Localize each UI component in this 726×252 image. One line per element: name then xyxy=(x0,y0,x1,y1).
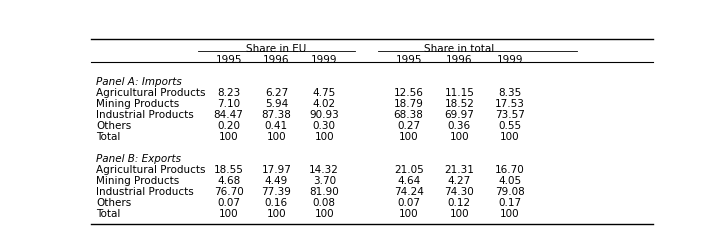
Text: 74.24: 74.24 xyxy=(393,186,423,196)
Text: 77.39: 77.39 xyxy=(261,186,291,196)
Text: 100: 100 xyxy=(266,208,286,218)
Text: 81.90: 81.90 xyxy=(309,186,339,196)
Text: Mining Products: Mining Products xyxy=(97,175,179,185)
Text: 14.32: 14.32 xyxy=(309,164,339,174)
Text: 4.49: 4.49 xyxy=(265,175,288,185)
Text: 8.23: 8.23 xyxy=(217,88,240,98)
Text: 68.38: 68.38 xyxy=(393,110,423,120)
Text: 100: 100 xyxy=(219,132,238,142)
Text: 0.36: 0.36 xyxy=(448,121,471,131)
Text: 17.97: 17.97 xyxy=(261,164,291,174)
Text: 73.57: 73.57 xyxy=(495,110,525,120)
Text: 18.52: 18.52 xyxy=(444,99,474,109)
Text: 21.31: 21.31 xyxy=(444,164,474,174)
Text: 100: 100 xyxy=(500,208,520,218)
Text: Mining Products: Mining Products xyxy=(97,99,179,109)
Text: 0.41: 0.41 xyxy=(265,121,288,131)
Text: 84.47: 84.47 xyxy=(213,110,243,120)
Text: 8.35: 8.35 xyxy=(498,88,521,98)
Text: 12.56: 12.56 xyxy=(393,88,423,98)
Text: 0.16: 0.16 xyxy=(265,197,288,207)
Text: 6.27: 6.27 xyxy=(265,88,288,98)
Text: 90.93: 90.93 xyxy=(309,110,339,120)
Text: 74.30: 74.30 xyxy=(444,186,474,196)
Text: 0.12: 0.12 xyxy=(448,197,471,207)
Text: 0.30: 0.30 xyxy=(313,121,335,131)
Text: 17.53: 17.53 xyxy=(495,99,525,109)
Text: 1996: 1996 xyxy=(263,55,290,65)
Text: Total: Total xyxy=(97,208,121,218)
Text: 1996: 1996 xyxy=(446,55,473,65)
Text: 100: 100 xyxy=(314,208,334,218)
Text: 0.20: 0.20 xyxy=(217,121,240,131)
Text: Total: Total xyxy=(97,132,121,142)
Text: 18.55: 18.55 xyxy=(213,164,243,174)
Text: 0.08: 0.08 xyxy=(313,197,335,207)
Text: 4.64: 4.64 xyxy=(397,175,420,185)
Text: 100: 100 xyxy=(266,132,286,142)
Text: 4.02: 4.02 xyxy=(313,99,336,109)
Text: 0.07: 0.07 xyxy=(217,197,240,207)
Text: Agricultural Products: Agricultural Products xyxy=(97,88,206,98)
Text: 4.68: 4.68 xyxy=(217,175,240,185)
Text: 100: 100 xyxy=(219,208,238,218)
Text: Panel A: Imports: Panel A: Imports xyxy=(97,77,182,87)
Text: 87.38: 87.38 xyxy=(261,110,291,120)
Text: 16.70: 16.70 xyxy=(495,164,525,174)
Text: Panel B: Exports: Panel B: Exports xyxy=(97,153,182,163)
Text: 79.08: 79.08 xyxy=(495,186,525,196)
Text: 69.97: 69.97 xyxy=(444,110,474,120)
Text: Agricultural Products: Agricultural Products xyxy=(97,164,206,174)
Text: 100: 100 xyxy=(449,208,469,218)
Text: Share in EU: Share in EU xyxy=(246,44,306,54)
Text: Industrial Products: Industrial Products xyxy=(97,110,194,120)
Text: 100: 100 xyxy=(399,208,418,218)
Text: 7.10: 7.10 xyxy=(217,99,240,109)
Text: 76.70: 76.70 xyxy=(213,186,243,196)
Text: 100: 100 xyxy=(314,132,334,142)
Text: 0.17: 0.17 xyxy=(498,197,521,207)
Text: 21.05: 21.05 xyxy=(393,164,423,174)
Text: 0.27: 0.27 xyxy=(397,121,420,131)
Text: Others: Others xyxy=(97,197,131,207)
Text: Share in total: Share in total xyxy=(424,44,494,54)
Text: 1995: 1995 xyxy=(396,55,422,65)
Text: 0.55: 0.55 xyxy=(498,121,521,131)
Text: 0.07: 0.07 xyxy=(397,197,420,207)
Text: 5.94: 5.94 xyxy=(265,99,288,109)
Text: Others: Others xyxy=(97,121,131,131)
Text: 1999: 1999 xyxy=(497,55,523,65)
Text: Industrial Products: Industrial Products xyxy=(97,186,194,196)
Text: 4.75: 4.75 xyxy=(313,88,336,98)
Text: 11.15: 11.15 xyxy=(444,88,474,98)
Text: 18.79: 18.79 xyxy=(393,99,423,109)
Text: 100: 100 xyxy=(500,132,520,142)
Text: 4.05: 4.05 xyxy=(498,175,521,185)
Text: 1995: 1995 xyxy=(216,55,242,65)
Text: 100: 100 xyxy=(449,132,469,142)
Text: 100: 100 xyxy=(399,132,418,142)
Text: 4.27: 4.27 xyxy=(448,175,471,185)
Text: 1999: 1999 xyxy=(311,55,338,65)
Text: 3.70: 3.70 xyxy=(313,175,336,185)
